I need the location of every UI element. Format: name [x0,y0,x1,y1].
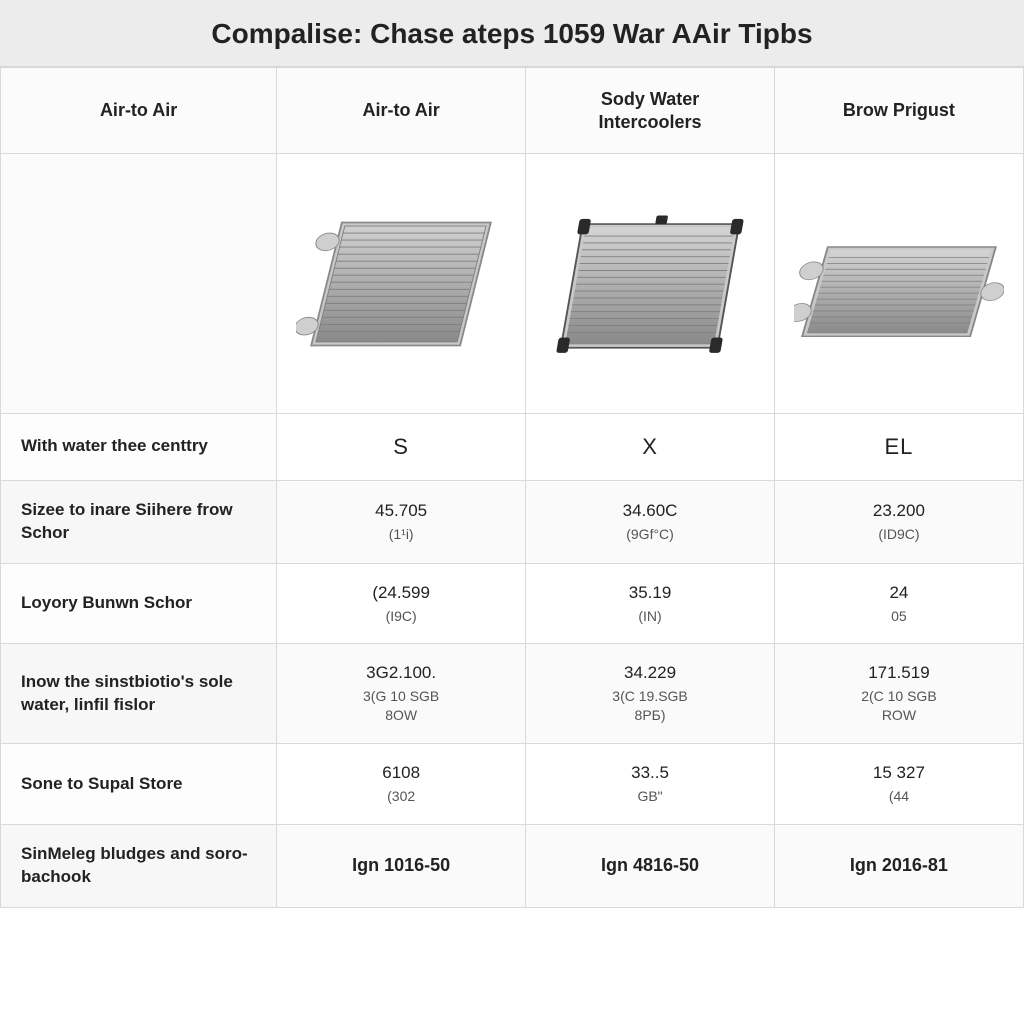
image-row [1,154,1024,414]
spec-value-sub: (9Gf°C) [540,525,760,544]
spec-value-main: 24 [889,583,908,602]
spec-value-sub: GB" [540,787,760,806]
spec-value-main: X [642,434,658,459]
spec-value-main: EL [884,434,913,459]
spec-value: 45.705 (1¹i) [277,480,526,563]
spec-value-sub: (44 [789,787,1009,806]
spec-label: Inow the sinstbiotio's sole water, linfi… [1,644,277,744]
spec-value-sub: (ID9C) [789,525,1009,544]
intercooler-icon [783,162,1015,405]
spec-value: 33..5 GB" [526,744,775,825]
spec-value: 15 327 (44 [774,744,1023,825]
spec-value-main: Ign 1016-50 [352,855,450,875]
spec-label: Sone to Supal Store [1,744,277,825]
comparison-page: Compalise: Chase ateps 1059 War AAir Tip… [0,0,1024,1024]
spec-value-main: (24.599 [372,583,430,602]
spec-row: SinMeleg bludges and soro-bachook Ign 101… [1,824,1024,907]
spec-value-sub: 3(C 19.SGB 8PБ) [540,687,760,725]
spec-row: With water thee centtry S X EL [1,414,1024,481]
spec-value-main: 3G2.100. [366,663,436,682]
spec-value: Ign 4816-50 [526,824,775,907]
spec-value-main: Ign 4816-50 [601,855,699,875]
spec-value-main: S [393,434,409,459]
spec-value-main: 15 327 [873,763,925,782]
spec-value-main: 34.229 [624,663,676,682]
spec-value: 6108 (302 [277,744,526,825]
header-row: Air-to Air Air-to Air Sody Water Interco… [1,68,1024,154]
image-cell-empty [1,154,277,414]
spec-value-main: 23.200 [873,501,925,520]
spec-row: Inow the sinstbiotio's sole water, linfi… [1,644,1024,744]
spec-value: 23.200 (ID9C) [774,480,1023,563]
spec-value: 171.519 2(C 10 SGB ROW [774,644,1023,744]
spec-value-sub: (302 [291,787,511,806]
spec-value-main: 35.19 [629,583,672,602]
spec-value-sub: (IN) [540,607,760,626]
product-image-3 [774,154,1023,414]
spec-value-sub: 2(C 10 SGB ROW [789,687,1009,725]
spec-row: Sone to Supal Store 6108 (302 33..5 GB" 15 32… [1,744,1024,825]
spec-label: Loyory Bunwn Schor [1,563,277,644]
spec-value-main: 34.60C [623,501,678,520]
spec-value: 34.60C (9Gf°C) [526,480,775,563]
spec-value: 35.19 (IN) [526,563,775,644]
intercooler-icon [285,162,517,405]
comparison-table: Air-to Air Air-to Air Sody Water Interco… [0,67,1024,908]
product-image-1 [277,154,526,414]
spec-value-main: 171.519 [868,663,929,682]
spec-value-main: 45.705 [375,501,427,520]
header-col-3: Brow Prigust [774,68,1023,154]
spec-value: S [277,414,526,481]
spec-row: Loyory Bunwn Schor (24.599 (I9C) 35.19 (IN) 2… [1,563,1024,644]
spec-value: Ign 1016-50 [277,824,526,907]
spec-row: Sizee to inare Siihere frow Schor 45.705 (… [1,480,1024,563]
spec-label: SinMeleg bludges and soro-bachook [1,824,277,907]
spec-value-main: 33..5 [631,763,669,782]
spec-value-sub: 05 [789,607,1009,626]
spec-value-main: Ign 2016-81 [850,855,948,875]
spec-body: With water thee centtry S X EL Sizee to inar… [1,414,1024,908]
spec-value: Ign 2016-81 [774,824,1023,907]
intercooler-icon [534,162,766,405]
spec-value: EL [774,414,1023,481]
spec-value: 34.229 3(C 19.SGB 8PБ) [526,644,775,744]
spec-label: With water thee centtry [1,414,277,481]
header-empty: Air-to Air [1,68,277,154]
spec-value-sub: 3(G 10 SGB 8OW [291,687,511,725]
spec-value: X [526,414,775,481]
header-col-1: Air-to Air [277,68,526,154]
spec-value-main: 6108 [382,763,420,782]
spec-value-sub: (I9C) [291,607,511,626]
page-title: Compalise: Chase ateps 1059 War AAir Tip… [0,0,1024,67]
product-image-2 [526,154,775,414]
spec-value: (24.599 (I9C) [277,563,526,644]
spec-value: 3G2.100. 3(G 10 SGB 8OW [277,644,526,744]
header-col-2: Sody Water Intercoolers [526,68,775,154]
spec-value: 2405 [774,563,1023,644]
spec-label: Sizee to inare Siihere frow Schor [1,480,277,563]
spec-value-sub: (1¹i) [291,525,511,544]
